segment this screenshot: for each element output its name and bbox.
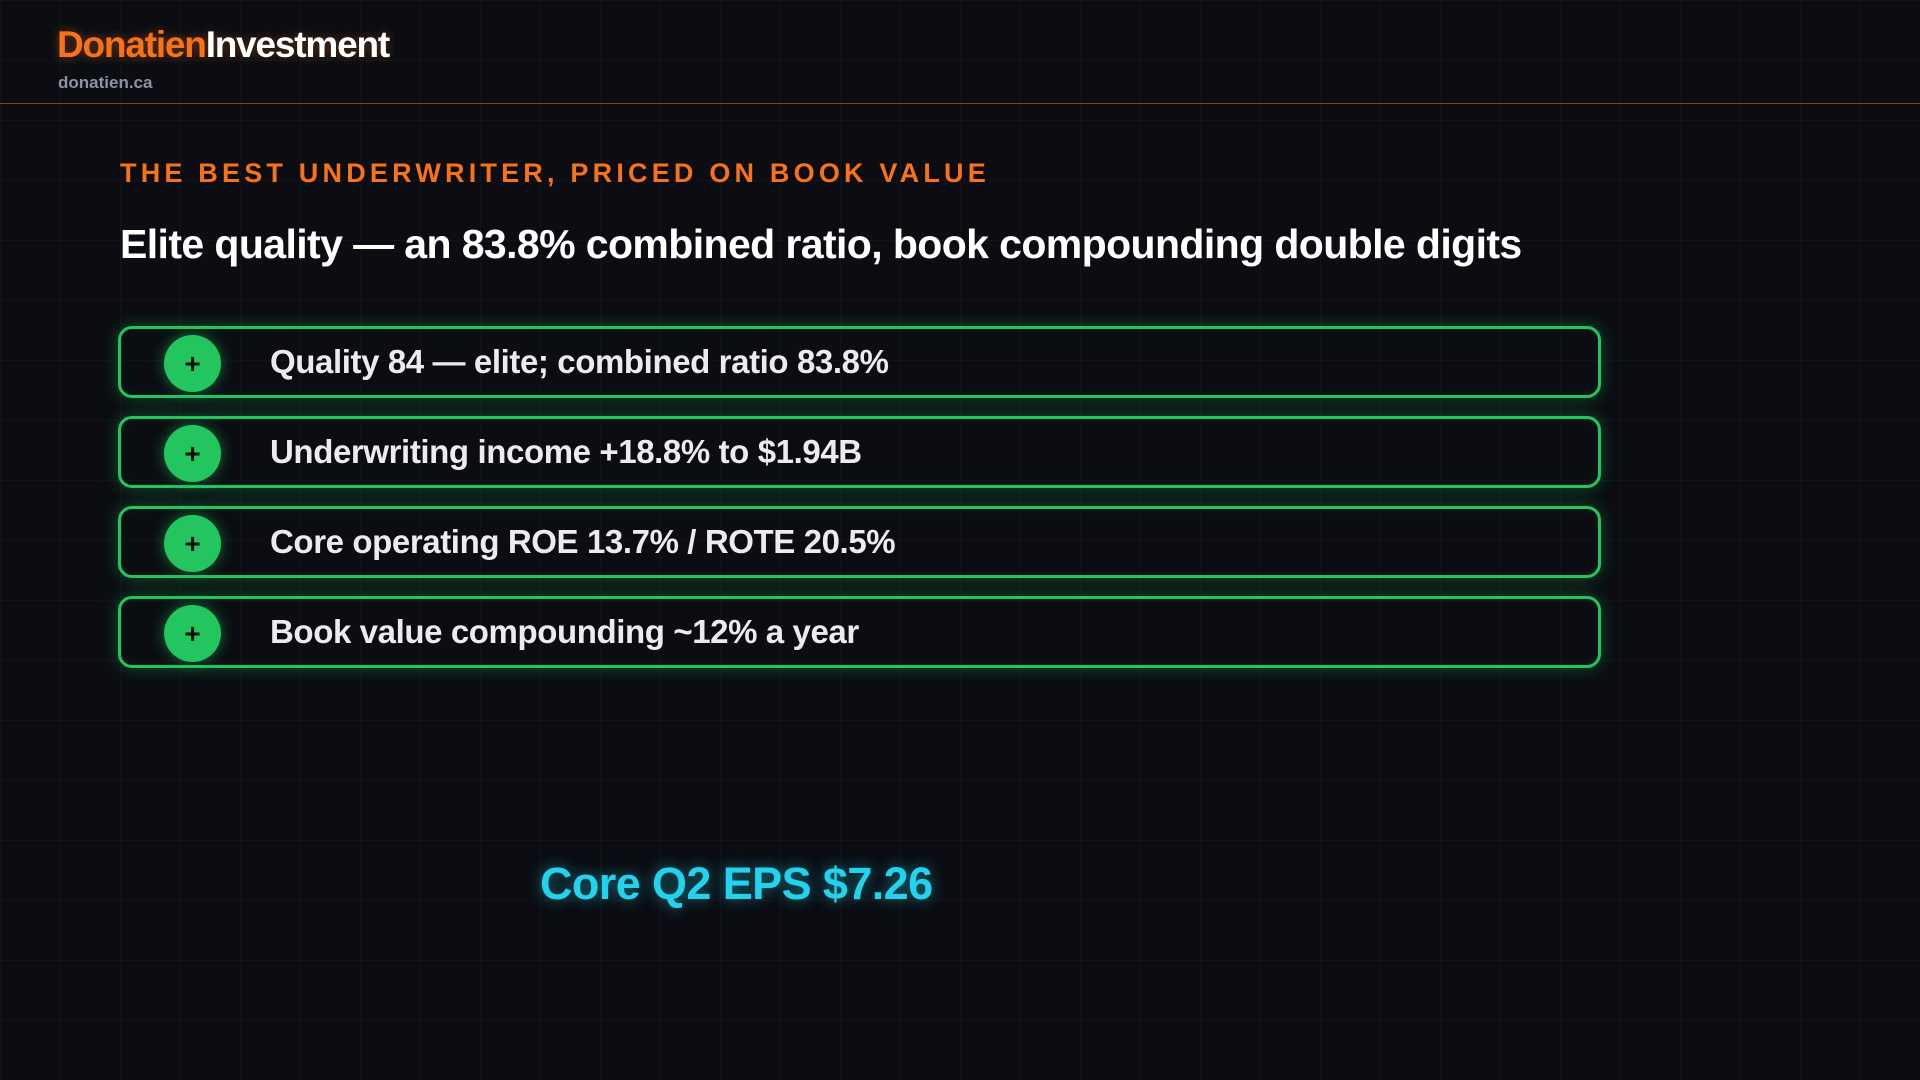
key-point-text: Underwriting income +18.8% to $1.94B xyxy=(270,433,862,470)
key-point-item: + Book value compounding ~12% a year xyxy=(118,596,1601,668)
plus-icon: + xyxy=(164,605,221,662)
plus-icon: + xyxy=(164,335,221,392)
key-point-text: Quality 84 — elite; combined ratio 83.8% xyxy=(270,343,889,380)
key-point-text: Book value compounding ~12% a year xyxy=(270,613,859,650)
key-points-list: + Quality 84 — elite; combined ratio 83.… xyxy=(118,326,1602,686)
key-point-item: + Underwriting income +18.8% to $1.94B xyxy=(118,416,1601,488)
header: DonatienInvestment donatien.ca xyxy=(0,0,1920,104)
brand-secondary: Investment xyxy=(205,24,391,65)
brand-logo: DonatienInvestment xyxy=(57,22,391,68)
key-point-item: + Quality 84 — elite; combined ratio 83.… xyxy=(118,326,1601,398)
plus-icon: + xyxy=(164,425,221,482)
eps-highlight: Core Q2 EPS $7.26 xyxy=(540,858,933,909)
key-point-text: Core operating ROE 13.7% / ROTE 20.5% xyxy=(270,523,896,560)
brand-primary: Donatien xyxy=(57,24,207,65)
slide-headline: Elite quality — an 83.8% combined ratio,… xyxy=(120,221,1522,267)
slide-eyebrow: THE BEST UNDERWRITER, PRICED ON BOOK VAL… xyxy=(120,158,990,188)
key-point-item: + Core operating ROE 13.7% / ROTE 20.5% xyxy=(118,506,1601,578)
plus-icon: + xyxy=(164,515,221,572)
brand-domain: donatien.ca xyxy=(58,73,153,92)
